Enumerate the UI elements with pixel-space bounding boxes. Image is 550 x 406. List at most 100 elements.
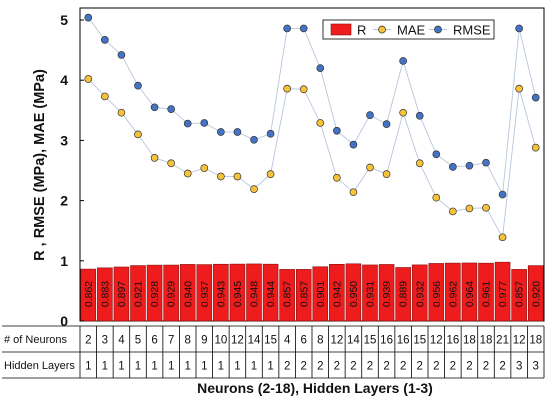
hidden-layers-cell: 1 [102, 361, 108, 373]
mae-point [465, 204, 474, 213]
hidden-layers-cell: 2 [284, 361, 290, 373]
legend-box [322, 19, 495, 40]
rmse-point [117, 51, 126, 59]
rmse-point [366, 111, 374, 119]
rmse-point [316, 64, 325, 73]
bar-r [229, 263, 246, 322]
y-tick-label: 0 [60, 313, 68, 329]
rmse-point [465, 161, 474, 170]
hidden-layers-cell: 1 [168, 361, 174, 373]
mae-point [150, 154, 159, 162]
neurons-cell: 14 [248, 335, 261, 347]
bar-r [511, 269, 527, 322]
bar-r [196, 264, 213, 322]
bar-value-label: 0.948 [249, 281, 261, 307]
bar-value-label: 0.921 [133, 281, 145, 307]
y-tick-label: 4 [60, 72, 68, 88]
mae-point [498, 233, 507, 242]
rmse-point [84, 13, 93, 22]
mae-point [250, 185, 258, 194]
y-tick-label: 1 [60, 253, 68, 269]
mae-point [233, 172, 242, 181]
legend: R MAE RMSE [322, 19, 495, 40]
bars-layer: 0.862 0.883 0.897 0.921 0.928 0.929 0.940 0.937… [80, 261, 544, 322]
bar-value-label: 0.897 [116, 281, 128, 307]
legend-marker-mae [378, 25, 386, 34]
legend-label-r: R [357, 23, 366, 38]
neurons-cell: 3 [102, 335, 108, 347]
bar-r [494, 261, 511, 322]
neurons-cell: 16 [397, 335, 410, 347]
rmse-point [399, 57, 407, 65]
bar-value-label: 0.950 [348, 281, 360, 307]
mae-point [515, 84, 523, 93]
bar-value-label: 0.945 [232, 281, 244, 307]
bar-r [445, 262, 461, 322]
hidden-layers-cell: 2 [317, 361, 323, 373]
bar-r [345, 263, 362, 322]
bar-r [179, 264, 196, 322]
neurons-cell: 4 [118, 335, 125, 347]
mae-point [266, 170, 275, 178]
neurons-cell: 12 [330, 335, 343, 347]
mae-point [217, 172, 225, 181]
neurons-cell: 15 [413, 335, 426, 347]
rmse-point [349, 140, 358, 149]
rmse-point [150, 103, 159, 112]
hidden-layers-cell: 3 [533, 361, 539, 373]
bar-value-label: 0.940 [182, 281, 194, 307]
hidden-layers-cell: 1 [251, 361, 257, 373]
rmse-point [482, 158, 490, 167]
rmse-point [333, 126, 341, 135]
hidden-layers-cell: 2 [350, 361, 356, 373]
hidden-layers-cell: 2 [450, 361, 456, 373]
bar-r [461, 262, 478, 322]
neurons-cell: 16 [446, 335, 459, 347]
bar-value-label: 0.943 [215, 281, 227, 307]
bar-value-label: 0.944 [265, 281, 277, 307]
bar-r [113, 266, 130, 322]
y-tick-label: 2 [60, 193, 68, 209]
bar-value-label: 0.889 [398, 281, 410, 307]
neurons-cell: 12 [430, 335, 443, 347]
hidden-layers-cell: 2 [483, 361, 489, 373]
rmse-point [515, 24, 523, 33]
bar-value-label: 0.862 [83, 281, 95, 307]
bar-value-label: 0.977 [497, 281, 509, 307]
rmse-point [498, 190, 507, 199]
bar-r [478, 262, 494, 322]
neurons-cell: 6 [151, 335, 157, 347]
bar-value-label: 0.942 [331, 281, 343, 307]
hidden-layers-cell: 2 [433, 361, 439, 373]
rmse-line [87, 17, 537, 197]
row-label-hidden-layers: Hidden Layers [4, 360, 75, 372]
bar-value-label: 0.956 [431, 281, 443, 307]
neurons-cell: 5 [135, 335, 141, 347]
y-tick-label: 5 [60, 12, 68, 28]
neurons-cell: 18 [463, 335, 476, 347]
mae-point [531, 143, 540, 152]
y-tick-label: 3 [60, 132, 68, 148]
bar-r [163, 264, 179, 322]
bar-r [428, 263, 445, 322]
bar-value-label: 0.964 [464, 281, 476, 307]
mae-point [482, 203, 490, 212]
neurons-cell: 4 [284, 335, 291, 347]
hidden-layers-cell: 2 [334, 361, 340, 373]
legend-label-mae: MAE [397, 23, 426, 38]
hidden-layers-cell: 1 [218, 361, 224, 373]
bar-value-label: 0.932 [414, 281, 426, 307]
bar-r [411, 264, 428, 322]
bar-r [130, 265, 146, 322]
bar-value-label: 0.937 [199, 281, 211, 307]
neurons-cell: 15 [264, 335, 277, 347]
neurons-cell: 16 [380, 335, 393, 347]
rmse-point [250, 135, 258, 144]
rmse-point [283, 24, 291, 33]
neurons-cell: 21 [496, 335, 509, 347]
neurons-cell: 2 [85, 335, 91, 347]
rmse-point [299, 24, 308, 33]
mae-point [299, 85, 308, 94]
bar-value-label: 0.857 [514, 281, 526, 307]
